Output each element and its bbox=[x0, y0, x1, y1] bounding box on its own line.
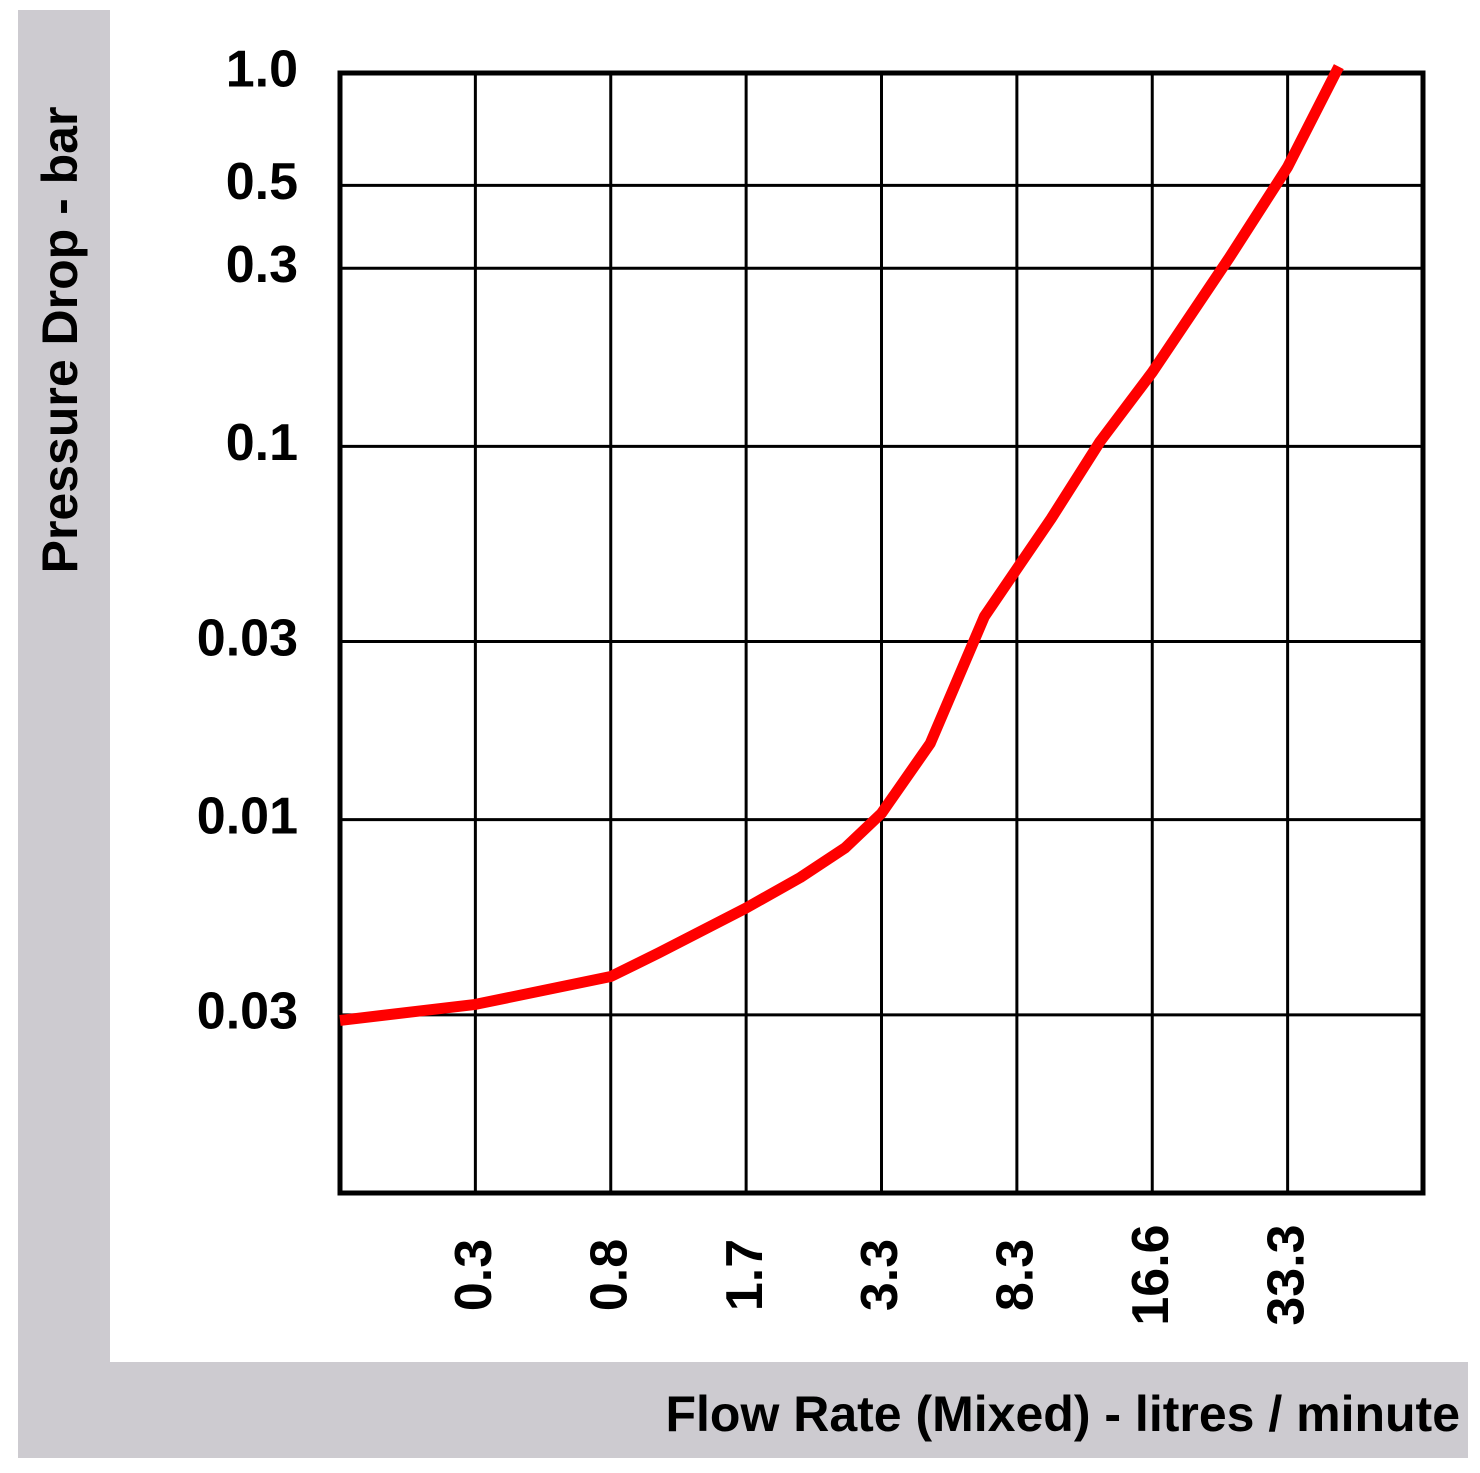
x-tick-label: 0.3 bbox=[445, 1239, 503, 1311]
x-tick-label: 1.7 bbox=[716, 1239, 774, 1311]
x-tick-label: 33.3 bbox=[1257, 1224, 1315, 1325]
x-tick-label: 3.3 bbox=[851, 1239, 909, 1311]
y-tick-label: 0.1 bbox=[226, 414, 298, 472]
data-line bbox=[339, 64, 1344, 1026]
x-tick-label: 8.3 bbox=[987, 1239, 1045, 1311]
y-tick-label: 0.01 bbox=[197, 787, 298, 845]
x-axis-title: Flow Rate (Mixed) - litres / minute bbox=[665, 1386, 1460, 1442]
x-label-band bbox=[18, 1362, 1468, 1458]
y-axis-title: Pressure Drop - bar bbox=[32, 107, 88, 574]
y-tick-label: 0.3 bbox=[226, 236, 298, 294]
y-tick-label: 1.0 bbox=[226, 41, 298, 99]
y-tick-label: 0.03 bbox=[197, 983, 298, 1041]
y-label-band bbox=[18, 10, 110, 1458]
plot-area: 1.0 0.5 0.3 0.1 0.03 0.01 0.03 0.3 0.8 1.7 3.3 8.3 1… bbox=[197, 41, 1426, 1326]
plot-frame bbox=[337, 70, 1426, 1196]
x-tick-label: 0.8 bbox=[580, 1239, 638, 1311]
x-tick-label: 16.6 bbox=[1122, 1224, 1180, 1325]
y-tick-label: 0.03 bbox=[197, 609, 298, 667]
y-tick-label: 0.5 bbox=[226, 153, 298, 211]
